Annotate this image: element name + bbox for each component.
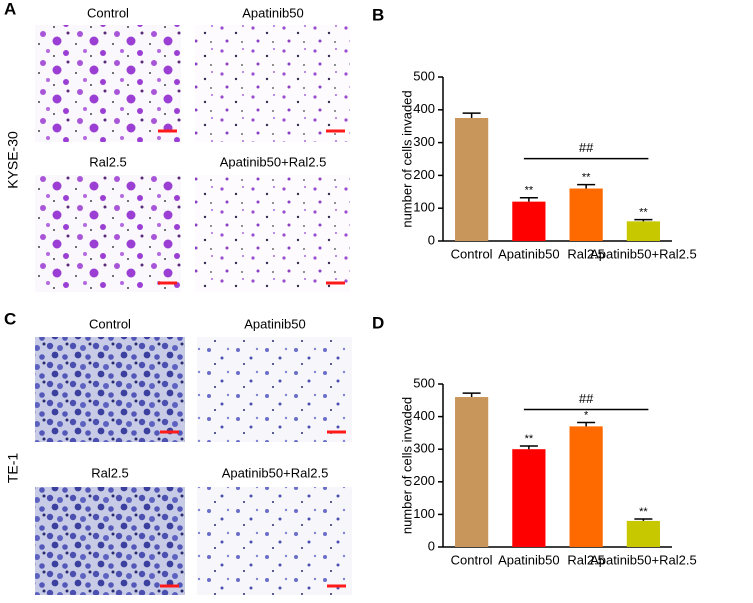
x-tick-label: Apatinib50 (498, 552, 559, 567)
x-tick-label: Control (451, 246, 493, 261)
micrograph (197, 337, 352, 442)
micrograph (35, 175, 181, 292)
error-bar (577, 183, 596, 189)
error-bar (634, 518, 653, 521)
significance-label: ** (525, 185, 534, 197)
y-tick-label: 500 (413, 375, 435, 390)
y-axis-label: number of cells invaded (399, 397, 414, 534)
x-tick-label: Ral2.5 (567, 246, 605, 261)
panel-label: C (4, 309, 16, 328)
image-caption: Control (89, 316, 131, 331)
x-tick-label: Ral2.5 (567, 552, 605, 567)
significance-label: ** (639, 506, 648, 518)
y-tick-label: 300 (413, 134, 435, 149)
micrograph (35, 337, 185, 442)
bar (512, 201, 546, 241)
micrograph (35, 25, 181, 142)
error-bar (519, 196, 538, 202)
y-tick-label: 400 (413, 408, 435, 423)
panel-label: D (372, 313, 384, 332)
panel-label: B (372, 5, 384, 24)
bar (569, 426, 603, 547)
y-axis-label: number of cells invaded (399, 90, 414, 227)
image-caption: Apatinib50+Ral2.5 (222, 465, 329, 480)
panel-label: A (4, 0, 16, 18)
x-tick-label: Apatinib50+Ral2.5 (590, 246, 697, 261)
micrograph (195, 25, 350, 142)
y-tick-label: 400 (413, 101, 435, 116)
micrograph (195, 175, 350, 292)
error-bar (577, 421, 596, 427)
y-tick-label: 300 (413, 441, 435, 456)
image-caption: Apatinib50 (244, 316, 305, 331)
row-label: KYSE-30 (5, 131, 21, 189)
bracket-label: ## (579, 140, 594, 155)
significance-label: ** (582, 171, 591, 183)
significance-label: * (584, 409, 589, 421)
bar (455, 118, 489, 241)
y-tick-label: 200 (413, 473, 435, 488)
image-caption: Apatinib50+Ral2.5 (220, 154, 327, 169)
error-bar (462, 392, 481, 398)
y-tick-label: 0 (428, 538, 435, 553)
bracket-label: ## (579, 391, 594, 406)
row-label: TE-1 (5, 453, 21, 484)
y-tick-label: 0 (428, 232, 435, 247)
significance-label: ** (639, 207, 648, 219)
error-bar (634, 218, 653, 222)
x-tick-label: Apatinib50 (498, 246, 559, 261)
x-tick-label: Apatinib50+Ral2.5 (590, 552, 697, 567)
micrograph (35, 487, 185, 595)
significance-label: ** (525, 433, 534, 445)
error-bar (462, 112, 481, 118)
x-tick-label: Control (451, 552, 493, 567)
micrograph (197, 487, 352, 595)
scale-bars (158, 129, 346, 588)
bar (626, 520, 660, 547)
y-tick-label: 500 (413, 68, 435, 83)
image-caption: Ral2.5 (91, 465, 129, 480)
micrographs (35, 25, 352, 595)
bar (512, 449, 546, 547)
bar (569, 188, 603, 241)
image-caption: Control (87, 5, 129, 20)
image-caption: Ral2.5 (89, 154, 127, 169)
error-bar (519, 445, 538, 450)
image-caption: Apatinib50 (242, 5, 303, 20)
bar (455, 397, 489, 547)
bar (626, 221, 660, 241)
y-tick-label: 100 (413, 506, 435, 521)
y-tick-label: 100 (413, 200, 435, 215)
y-tick-label: 200 (413, 167, 435, 182)
